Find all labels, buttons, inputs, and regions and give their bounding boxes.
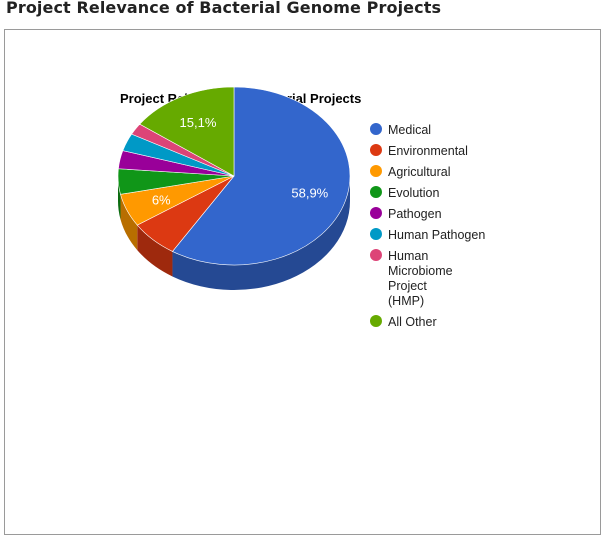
legend-swatch — [370, 207, 382, 219]
pie-data-labels: 58,9% 6% 15,1% — [152, 115, 329, 207]
page-title: Project Relevance of Bacterial Genome Pr… — [6, 0, 442, 17]
chart-frame: Project Relevance of Bacterial Projects … — [4, 29, 601, 535]
legend: Medical Environmental Agricultural Evolutio… — [370, 123, 485, 329]
pie-tops — [117, 86, 351, 266]
pie-data-label: 15,1% — [180, 115, 217, 130]
legend-swatch — [370, 186, 382, 198]
pie-data-label: 58,9% — [291, 186, 328, 201]
pie-slice-side — [120, 194, 138, 251]
legend-label: Medical — [388, 123, 431, 137]
legend-swatch — [370, 249, 382, 261]
legend-label: Human Pathogen — [388, 228, 485, 242]
legend-label: Environmental — [388, 144, 468, 158]
legend-label: Pathogen — [388, 207, 442, 221]
next-section-title-fragment — [176, 519, 476, 533]
legend-label: Agricultural — [388, 165, 451, 179]
legend-swatch — [370, 165, 382, 177]
legend-label: Evolution — [388, 186, 439, 200]
pie-chart: Project Relevance of Bacterial Projects … — [117, 86, 485, 329]
legend-label: All Other — [388, 315, 437, 329]
legend-swatch — [370, 123, 382, 135]
legend-swatch — [370, 228, 382, 240]
pie-slice[interactable] — [171, 86, 351, 266]
pie-data-label: 6% — [152, 192, 171, 207]
legend-swatch — [370, 144, 382, 156]
pie-slice-side — [137, 225, 173, 277]
pie-slice[interactable] — [139, 86, 235, 177]
legend-swatch — [370, 315, 382, 327]
legend-label: Human Microbiome Project (HMP) — [388, 249, 453, 308]
pie-slice-side — [172, 176, 350, 290]
